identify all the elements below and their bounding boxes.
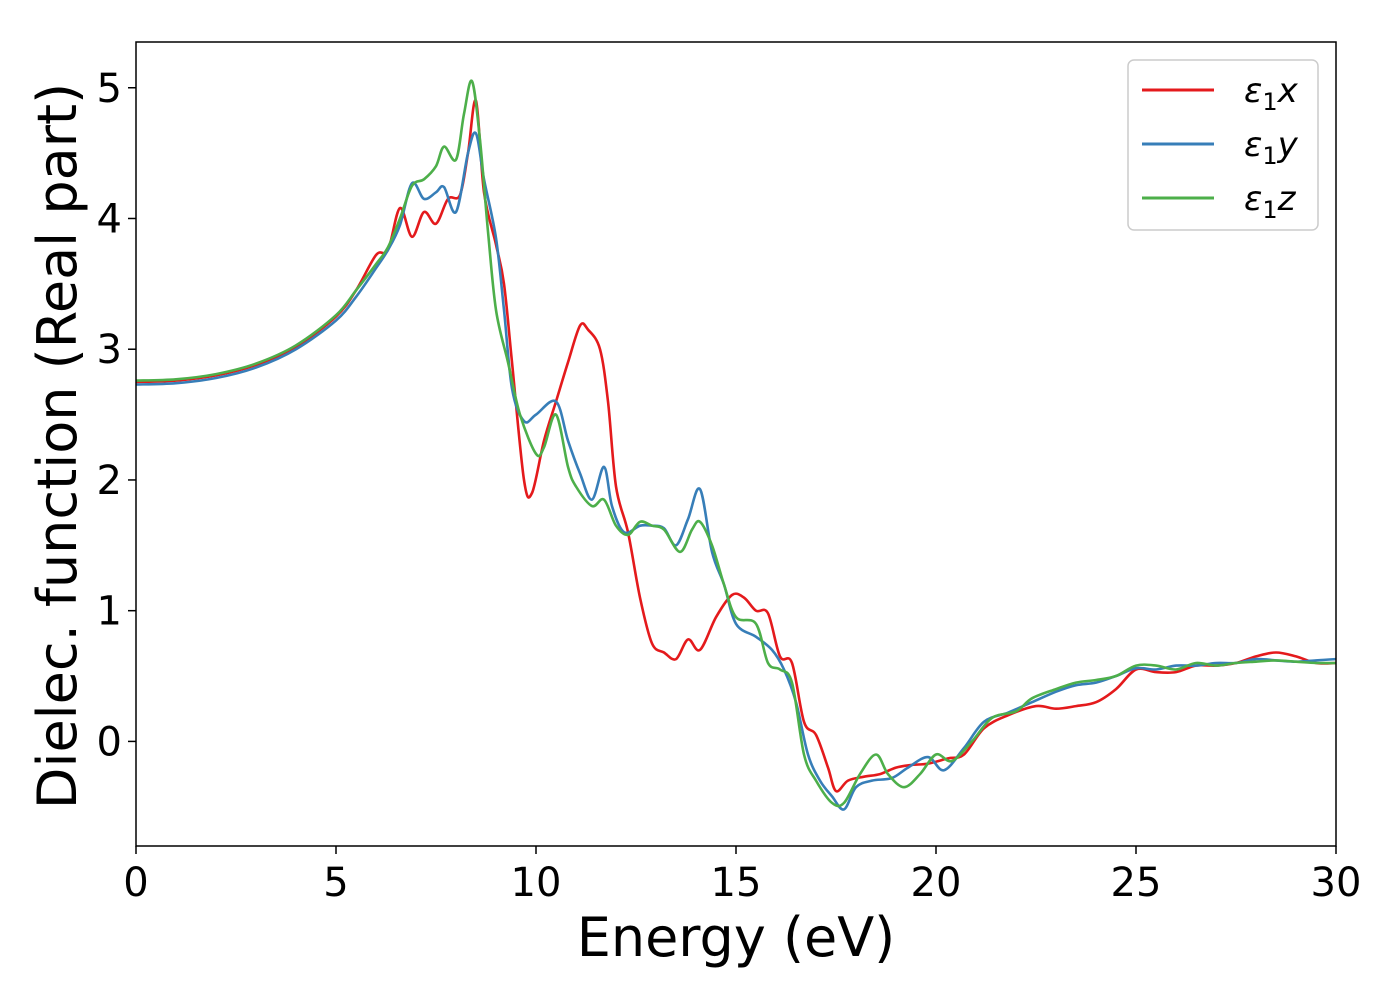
- x-tick-label: 20: [911, 860, 962, 906]
- legend-entries: ε1x ε1y ε1z: [1142, 71, 1299, 224]
- x-tick-label: 25: [1111, 860, 1162, 906]
- legend-label-y: ε1y: [1244, 125, 1299, 170]
- series-line-x: [136, 99, 1336, 793]
- x-tick-label: 15: [711, 860, 762, 906]
- x-tick-label: 10: [511, 860, 562, 906]
- x-tick-label: 30: [1311, 860, 1362, 906]
- y-tick-label: 3: [97, 327, 122, 373]
- series-line-y: [136, 131, 1336, 811]
- legend-label-x: ε1x: [1244, 71, 1299, 116]
- series-layer: [136, 79, 1336, 811]
- y-tick-label: 4: [97, 196, 122, 242]
- x-tick-label: 0: [123, 860, 148, 906]
- legend-box: [1127, 59, 1319, 231]
- x-axis-ticks: 0 5 10 15 20 25 30: [123, 846, 1361, 906]
- x-tick-label: 5: [323, 860, 348, 906]
- y-axis-ticks: 0 1 2 3 4 5: [97, 66, 136, 765]
- x-axis-label: Energy (eV): [577, 906, 896, 969]
- y-tick-label: 1: [97, 589, 122, 635]
- series-line-z: [136, 79, 1336, 808]
- y-tick-label: 0: [97, 719, 122, 765]
- y-axis-label: Dielec. function (Real part): [26, 83, 89, 809]
- legend-label-z: ε1z: [1244, 179, 1297, 224]
- y-tick-label: 5: [97, 66, 122, 112]
- y-tick-label: 2: [97, 458, 122, 504]
- legend: ε1x ε1y ε1z: [1127, 59, 1319, 231]
